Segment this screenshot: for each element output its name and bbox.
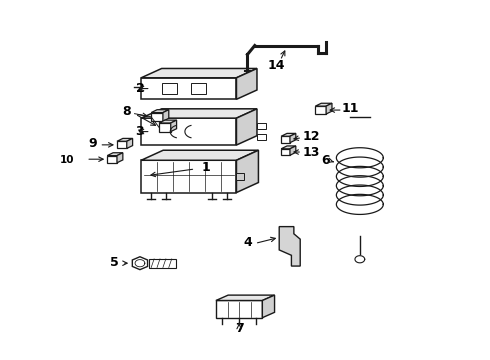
Polygon shape bbox=[237, 150, 258, 193]
Text: 11: 11 bbox=[342, 103, 359, 116]
Text: 10: 10 bbox=[59, 154, 74, 165]
Polygon shape bbox=[290, 134, 296, 143]
Text: 14: 14 bbox=[268, 59, 286, 72]
Bar bbox=[162, 83, 176, 94]
Polygon shape bbox=[151, 110, 169, 113]
Polygon shape bbox=[159, 120, 176, 123]
Polygon shape bbox=[237, 173, 244, 180]
Polygon shape bbox=[141, 109, 257, 118]
Polygon shape bbox=[216, 295, 274, 301]
Bar bbox=[257, 134, 266, 140]
Polygon shape bbox=[262, 295, 274, 318]
Bar bbox=[191, 83, 206, 94]
Polygon shape bbox=[290, 146, 296, 155]
Polygon shape bbox=[163, 110, 169, 121]
Polygon shape bbox=[279, 226, 300, 266]
Text: 13: 13 bbox=[302, 146, 319, 159]
Polygon shape bbox=[151, 113, 163, 121]
Text: 4: 4 bbox=[243, 236, 252, 249]
Text: 5: 5 bbox=[110, 256, 119, 269]
Text: 12: 12 bbox=[302, 130, 319, 144]
Polygon shape bbox=[171, 120, 176, 132]
Polygon shape bbox=[237, 68, 257, 99]
Polygon shape bbox=[316, 106, 326, 114]
Polygon shape bbox=[141, 68, 257, 78]
Text: 8: 8 bbox=[122, 105, 131, 118]
Polygon shape bbox=[141, 150, 258, 160]
Polygon shape bbox=[216, 301, 262, 318]
Text: 9: 9 bbox=[88, 137, 97, 150]
Polygon shape bbox=[141, 78, 237, 99]
Polygon shape bbox=[159, 123, 171, 132]
Polygon shape bbox=[127, 138, 133, 148]
Text: 1: 1 bbox=[201, 161, 210, 174]
Polygon shape bbox=[141, 160, 237, 193]
Bar bbox=[149, 259, 175, 267]
Polygon shape bbox=[117, 153, 123, 163]
Bar bbox=[257, 123, 266, 129]
Text: 3: 3 bbox=[136, 125, 144, 138]
Polygon shape bbox=[141, 118, 237, 145]
Polygon shape bbox=[117, 138, 133, 141]
Polygon shape bbox=[117, 141, 127, 148]
Polygon shape bbox=[107, 153, 123, 156]
Text: 7: 7 bbox=[235, 322, 244, 335]
Polygon shape bbox=[281, 146, 296, 149]
Polygon shape bbox=[326, 103, 332, 114]
Polygon shape bbox=[281, 134, 296, 136]
Polygon shape bbox=[316, 103, 332, 106]
Text: 6: 6 bbox=[321, 154, 330, 167]
Polygon shape bbox=[132, 257, 147, 270]
Polygon shape bbox=[237, 109, 257, 145]
Text: 2: 2 bbox=[136, 82, 145, 95]
Polygon shape bbox=[281, 149, 290, 155]
Polygon shape bbox=[107, 156, 117, 163]
Polygon shape bbox=[281, 136, 290, 143]
